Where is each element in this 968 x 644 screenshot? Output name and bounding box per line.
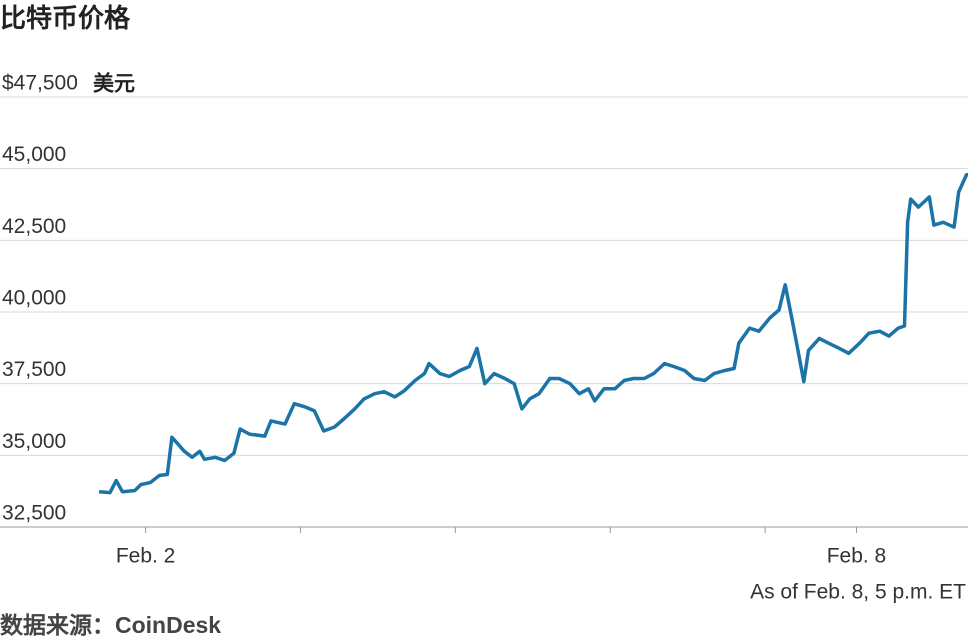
note: As of Feb. 8, 5 p.m. ET — [750, 581, 966, 604]
y-tick-label: 35,000 — [2, 430, 66, 453]
y-tick-label: $47,500 — [2, 72, 78, 95]
y-tick-label: 42,500 — [2, 215, 66, 238]
y-tick-label: 45,000 — [2, 143, 66, 166]
price-line — [98, 172, 968, 495]
y-tick-label: 40,000 — [2, 287, 66, 310]
chart-title: 比特币价格 — [0, 3, 131, 33]
x-tick-label: Feb. 8 — [827, 545, 887, 568]
y-unit: 美元 — [93, 72, 135, 96]
x-tick-label: Feb. 2 — [116, 545, 176, 568]
source: 数据来源：CoinDesk — [0, 612, 221, 638]
y-tick-label: 37,500 — [2, 358, 66, 381]
y-tick-label: 32,500 — [2, 502, 66, 525]
